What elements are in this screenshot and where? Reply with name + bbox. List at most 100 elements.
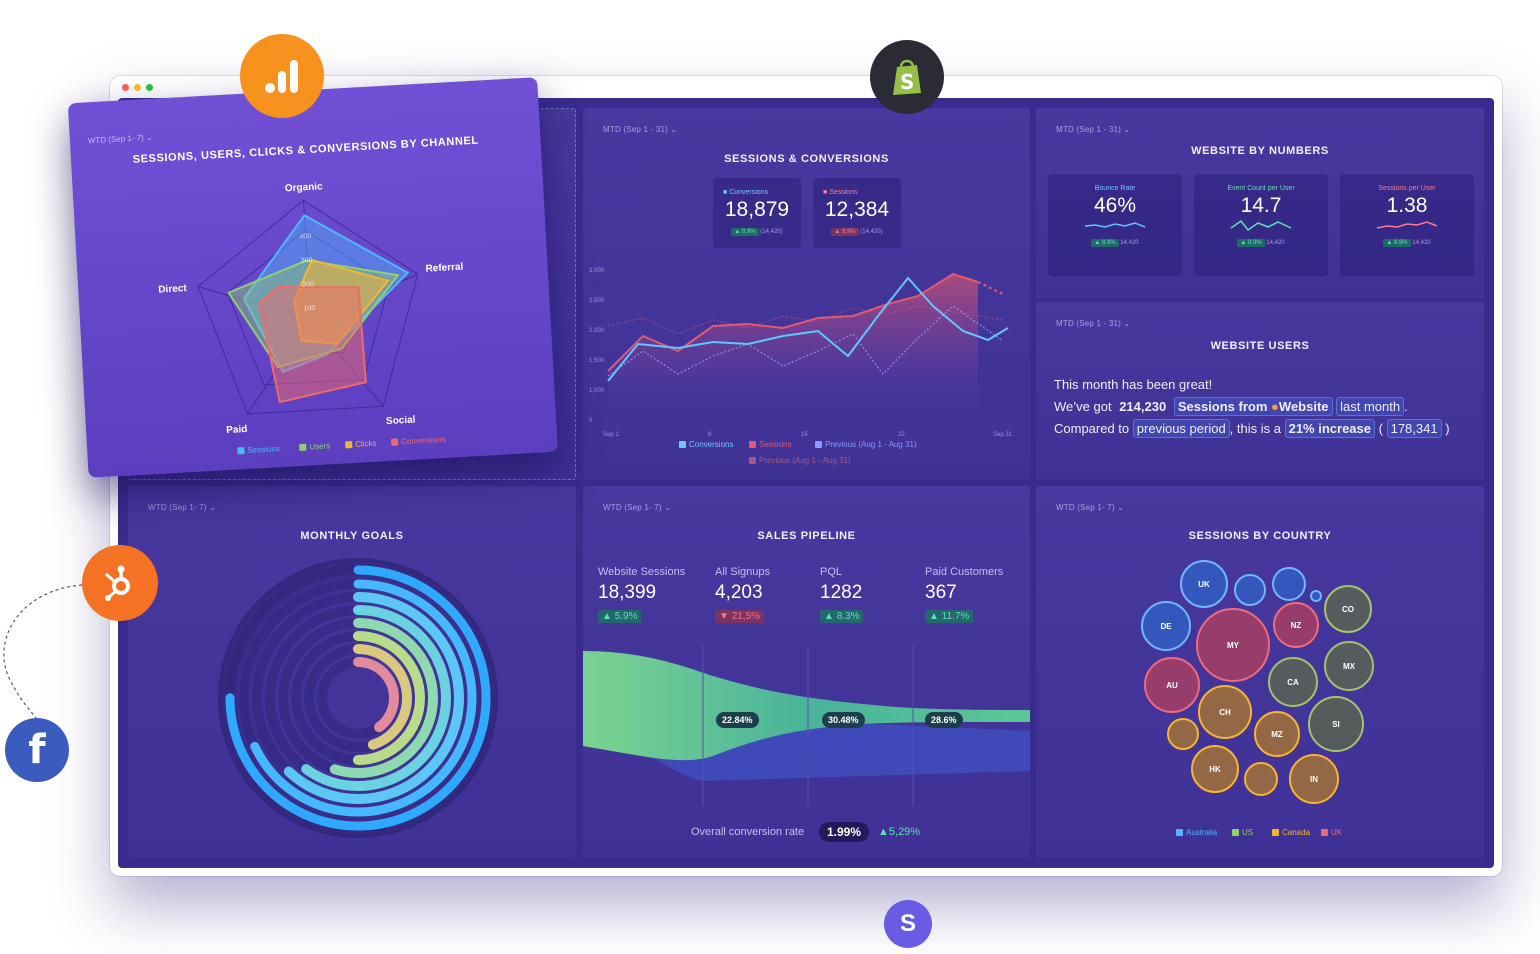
sessions-per-user-sparkline — [1376, 221, 1438, 229]
country-label: MZ — [1271, 730, 1283, 739]
pipeline-funnel-chart — [583, 646, 1030, 806]
legend-previous-conversions[interactable]: Previous (Aug 1 - Aug 31) — [815, 440, 917, 449]
widget-title: SALES PIPELINE — [757, 530, 856, 542]
facebook-icon[interactable]: f — [5, 718, 69, 782]
country-label: HK — [1209, 765, 1221, 774]
sessions-line — [607, 272, 979, 372]
metric-token[interactable]: Sessions from ●Website — [1173, 397, 1333, 416]
country-bubble-ca — [1268, 657, 1318, 707]
axis-referral: Referral — [425, 262, 464, 275]
goal-ring — [291, 631, 425, 765]
maximize-dot[interactable] — [146, 84, 153, 91]
goals-radial-chart — [218, 558, 498, 838]
period-selector[interactable]: WTD (Sep 1- 7) ⌄ — [1056, 503, 1125, 512]
stripe-icon[interactable]: S — [884, 900, 932, 948]
conversion-pill: 28.6% — [925, 712, 963, 728]
pipeline-stage-pql: PQL 1282 ▲ 8.3% — [820, 566, 864, 623]
country-label: DE — [1160, 622, 1172, 631]
website-users-widget[interactable]: MTD (Sep 1 - 31) ⌄ WEBSITE USERS This mo… — [1036, 302, 1484, 480]
legend-conversions[interactable]: Conversions — [679, 440, 733, 449]
period-selector[interactable]: WTD (Sep 1- 7) ⌄ — [148, 503, 217, 512]
country-label: CO — [1342, 605, 1354, 614]
svg-text:100: 100 — [303, 305, 315, 313]
country-label: CH — [1219, 708, 1231, 717]
x-tick: 15 — [801, 432, 808, 438]
funnel-front — [583, 651, 1030, 761]
dashboard-canvas: MTD (Sep 1 - 31) ⌄ SESSIONS & CONVERSION… — [118, 98, 1494, 868]
shopify-icon[interactable]: S — [870, 40, 944, 114]
country-bubble-de — [1141, 601, 1191, 651]
sessions-per-user-card: Sessions per User 1.38 ▲ 8.9% 14,420 — [1340, 174, 1474, 276]
y-tick: 3,000 — [589, 268, 605, 274]
hubspot-icon[interactable] — [82, 545, 158, 621]
country-bubble-my — [1196, 608, 1270, 682]
legend-sessions[interactable]: Sessions — [749, 440, 791, 449]
radar-widget[interactable]: WTD (Sep 1- 7) ⌄ SESSIONS, USERS, CLICKS… — [67, 77, 558, 478]
axis-social: Social — [386, 414, 416, 427]
x-tick: 8 — [708, 432, 712, 438]
widget-title: WEBSITE BY NUMBERS — [1191, 145, 1329, 157]
sessions-by-country-widget[interactable]: WTD (Sep 1- 7) ⌄ SESSIONS BY COUNTRY UK D… — [1036, 486, 1484, 858]
sessions-line-chart: 3,000 2,500 2,000 1,500 1,000 0 Sep 1 8 … — [589, 268, 1013, 438]
event-sparkline — [1230, 219, 1292, 232]
goal-ring — [265, 605, 451, 791]
period-selector[interactable]: WTD (Sep 1- 7) ⌄ — [87, 132, 153, 146]
legend-users[interactable]: Users — [299, 441, 330, 452]
goal-ring — [225, 565, 491, 831]
overall-conversion-change: ▲5,29% — [878, 826, 921, 838]
users-value: 214,230 — [1119, 399, 1167, 414]
y-tick: 2,000 — [589, 328, 605, 334]
dashboard-window: MTD (Sep 1 - 31) ⌄ SESSIONS & CONVERSION… — [110, 76, 1502, 876]
conversions-stat: ■ Conversions 18,879 ▲ 8.9% (14,420) — [713, 178, 801, 248]
legend-uk[interactable]: UK — [1321, 828, 1342, 837]
bounce-sparkline — [1084, 222, 1146, 228]
pipeline-stage-paid: Paid Customers 367 ▲ 11.7% — [925, 566, 1004, 623]
prev-value-token[interactable]: 178,341 — [1386, 419, 1442, 438]
google-analytics-icon[interactable] — [240, 34, 324, 118]
country-label: CA — [1287, 678, 1299, 687]
event-count-card: Event Count per User 14.7 ▲ 8.9% 14,420 — [1194, 174, 1328, 276]
country-label: SI — [1332, 720, 1340, 729]
period-selector[interactable]: WTD (Sep 1- 7) ⌄ — [603, 503, 672, 512]
widget-title: SESSIONS & CONVERSIONS — [724, 153, 889, 165]
widget-title: MONTHLY GOALS — [300, 530, 404, 542]
monthly-goals-widget[interactable]: WTD (Sep 1- 7) ⌄ MONTHLY GOALS — [128, 486, 576, 858]
overall-conversion-label: Overall conversion rate — [691, 826, 805, 838]
connector-line — [3, 584, 83, 719]
y-tick: 1,000 — [589, 388, 605, 394]
country-label: UK — [1198, 580, 1210, 589]
country-label: IN — [1310, 775, 1318, 784]
legend-previous-sessions[interactable]: Previous (Aug 1 - Aug 31) — [749, 456, 851, 465]
legend-clicks[interactable]: Clicks — [345, 439, 377, 450]
widget-title: SESSIONS BY COUNTRY — [1188, 530, 1332, 542]
sessions-conversions-widget[interactable]: MTD (Sep 1 - 31) ⌄ SESSIONS & CONVERSION… — [583, 108, 1030, 480]
period-selector[interactable]: MTD (Sep 1 - 31) ⌄ — [1056, 125, 1131, 134]
users-summary-text: This month has been great! We’ve got 214… — [1054, 377, 1450, 438]
website-by-numbers-widget[interactable]: MTD (Sep 1 - 31) ⌄ WEBSITE BY NUMBERS Bo… — [1036, 108, 1484, 298]
window-controls — [122, 84, 153, 91]
svg-text:300: 300 — [301, 257, 313, 265]
country-bubble-nz — [1273, 602, 1319, 648]
comparison-token[interactable]: previous period — [1132, 419, 1230, 438]
country-bubble — [1310, 590, 1322, 602]
period-token[interactable]: last month — [1336, 397, 1405, 416]
widget-title: WEBSITE USERS — [1210, 340, 1310, 352]
legend-australia[interactable]: Australia — [1176, 828, 1217, 837]
country-bubble-uk — [1180, 560, 1228, 608]
country-bubble — [1244, 762, 1278, 796]
increase-token[interactable]: 21% increase — [1284, 419, 1375, 438]
sessions-stat: ■ Sessions 12,384 ▲ 8.9% (14,420) — [813, 178, 901, 248]
country-label: MX — [1343, 662, 1356, 671]
x-tick: Sep 1 — [603, 432, 619, 438]
country-bubble-in — [1289, 754, 1339, 804]
minimize-dot[interactable] — [134, 84, 141, 91]
country-bubble-ch — [1198, 685, 1252, 739]
sales-pipeline-widget[interactable]: WTD (Sep 1- 7) ⌄ SALES PIPELINE Website … — [583, 486, 1030, 858]
period-selector[interactable]: MTD (Sep 1 - 31) ⌄ — [1056, 319, 1131, 328]
legend-us[interactable]: US — [1232, 828, 1253, 837]
country-bubble-mx — [1324, 641, 1374, 691]
legend-canada[interactable]: Canada — [1272, 828, 1310, 837]
goal-ring — [278, 618, 438, 778]
period-selector[interactable]: MTD (Sep 1 - 31) ⌄ — [603, 125, 678, 134]
close-dot[interactable] — [122, 84, 129, 91]
